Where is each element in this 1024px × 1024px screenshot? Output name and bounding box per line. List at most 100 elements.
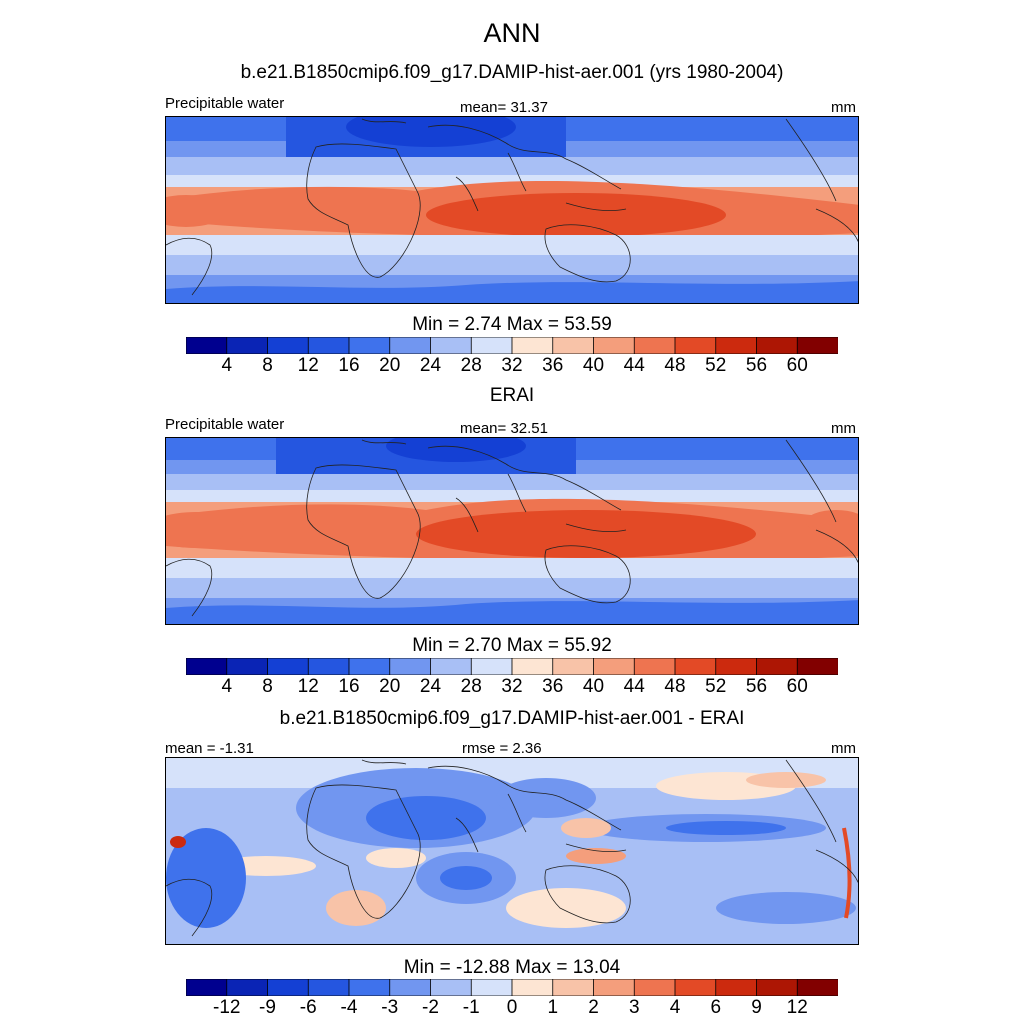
colorbar-swatch <box>307 657 350 676</box>
colorbar-tick-label: 28 <box>460 355 482 376</box>
colorbar-swatch <box>267 657 309 676</box>
colorbar-tick-label: 8 <box>262 676 273 697</box>
colorbar-tick-label: 2 <box>588 997 599 1018</box>
panel1-units-label: mm <box>831 99 856 116</box>
colorbar-tick-label: 48 <box>664 355 686 376</box>
panel2-left-label: Precipitable water <box>165 416 285 433</box>
colorbar-swatch <box>593 336 635 355</box>
colorbar-swatch <box>756 336 798 355</box>
colorbar-swatch <box>511 978 554 997</box>
colorbar-swatch <box>715 336 758 355</box>
panel3-map <box>165 757 859 945</box>
colorbar-1-ticks: 4 8 12 16 20 24 28 32 36 40 44 48 52 56 60 <box>0 355 1024 379</box>
colorbar-3 <box>185 978 839 997</box>
colorbar-tick-label: -6 <box>299 997 317 1018</box>
colorbar-tick-label: 3 <box>628 997 640 1018</box>
colorbar-swatch <box>226 978 269 997</box>
colorbar-tick-label: 16 <box>338 355 360 376</box>
colorbar-swatch <box>674 336 717 355</box>
colorbar-tick-label: 36 <box>542 355 564 376</box>
colorbar-2-ticks: 4 8 12 16 20 24 28 32 36 40 44 48 52 56 60 <box>0 676 1024 700</box>
colorbar-swatch <box>226 336 269 355</box>
model-title: b.e21.B1850cmip6.f09_g17.DAMIP-hist-aer.… <box>240 62 784 83</box>
colorbar-tick-label: 20 <box>379 676 401 697</box>
colorbar-tick-label: -4 <box>340 997 358 1018</box>
panel2-stats: Min = 2.70 Max = 55.92 <box>412 635 612 656</box>
panel3-units-label: mm <box>831 740 856 757</box>
colorbar-swatch <box>796 657 839 676</box>
colorbar-swatch <box>715 978 758 997</box>
colorbar-tick-label: -1 <box>462 997 480 1018</box>
panel1-map-field <box>166 117 858 303</box>
colorbar-tick-label: 16 <box>338 676 360 697</box>
colorbar-swatch <box>226 657 269 676</box>
colorbar-swatch <box>552 336 595 355</box>
panel3-rmse-label: rmse = 2.36 <box>462 740 542 757</box>
colorbar-tick-label: 12 <box>786 997 808 1018</box>
colorbar-swatch <box>389 336 432 355</box>
panel2-units-label: mm <box>831 420 856 437</box>
colorbar-tick-label: 52 <box>705 676 727 697</box>
colorbar-3-swatches <box>185 978 839 997</box>
colorbar-tick-label: 36 <box>542 676 564 697</box>
colorbar-tick-label: 4 <box>221 676 233 697</box>
colorbar-tick-label: 40 <box>582 355 605 376</box>
colorbar-tick-label: -3 <box>381 997 399 1018</box>
colorbar-swatch <box>348 978 391 997</box>
colorbar-swatch <box>389 978 432 997</box>
colorbar-tick-label: 56 <box>745 355 768 376</box>
colorbar-swatch <box>185 657 228 676</box>
colorbar-1 <box>185 336 839 355</box>
figure-title: ANN <box>483 18 541 48</box>
colorbar-tick-label: 32 <box>501 676 523 697</box>
colorbar-tick-label: 9 <box>751 997 762 1018</box>
panel1-map <box>165 116 859 304</box>
colorbar-tick-label: 4 <box>669 997 681 1018</box>
colorbar-swatch <box>430 657 472 676</box>
colorbar-tick-label: 60 <box>786 676 808 697</box>
colorbar-swatch <box>267 978 309 997</box>
colorbar-swatch <box>348 657 391 676</box>
colorbar-swatch <box>674 657 717 676</box>
colorbar-tick-label: 12 <box>297 355 319 376</box>
colorbar-swatch <box>796 336 839 355</box>
colorbar-tick-label: 44 <box>623 676 645 697</box>
colorbar-swatch <box>756 978 798 997</box>
colorbar-swatch <box>307 336 350 355</box>
colorbar-1-swatches <box>185 336 839 355</box>
colorbar-2-swatches <box>185 657 839 676</box>
panel2-map-field <box>166 438 858 624</box>
obs-title: ERAI <box>489 385 535 406</box>
colorbar-swatch <box>756 657 798 676</box>
colorbar-tick-label: 44 <box>623 355 645 376</box>
colorbar-tick-label: -9 <box>259 997 276 1018</box>
colorbar-swatch <box>674 978 717 997</box>
colorbar-swatch <box>593 978 635 997</box>
colorbar-swatch <box>511 336 554 355</box>
colorbar-swatch <box>348 336 391 355</box>
colorbar-swatch <box>267 336 309 355</box>
colorbar-tick-label: 8 <box>262 355 273 376</box>
colorbar-2 <box>185 657 839 676</box>
colorbar-swatch <box>307 978 350 997</box>
colorbar-swatch <box>470 978 513 997</box>
colorbar-tick-label: -2 <box>422 997 439 1018</box>
colorbar-tick-label: 32 <box>501 355 523 376</box>
panel2-map <box>165 437 859 625</box>
colorbar-swatch <box>552 978 595 997</box>
colorbar-tick-label: 28 <box>460 676 482 697</box>
panel3-mean-label: mean = -1.31 <box>165 740 254 757</box>
colorbar-tick-label: 6 <box>710 997 722 1018</box>
colorbar-tick-label: 4 <box>221 355 233 376</box>
colorbar-swatch <box>185 336 228 355</box>
colorbar-tick-label: 1 <box>547 997 559 1018</box>
colorbar-tick-label: 24 <box>419 676 442 697</box>
colorbar-swatch <box>633 657 676 676</box>
colorbar-swatch <box>633 336 676 355</box>
colorbar-tick-label: 60 <box>786 355 808 376</box>
colorbar-swatch <box>633 978 676 997</box>
panel1-left-label: Precipitable water <box>165 95 285 112</box>
colorbar-tick-label: 48 <box>664 676 686 697</box>
diff-title: b.e21.B1850cmip6.f09_g17.DAMIP-hist-aer.… <box>279 708 745 729</box>
colorbar-swatch <box>470 657 513 676</box>
